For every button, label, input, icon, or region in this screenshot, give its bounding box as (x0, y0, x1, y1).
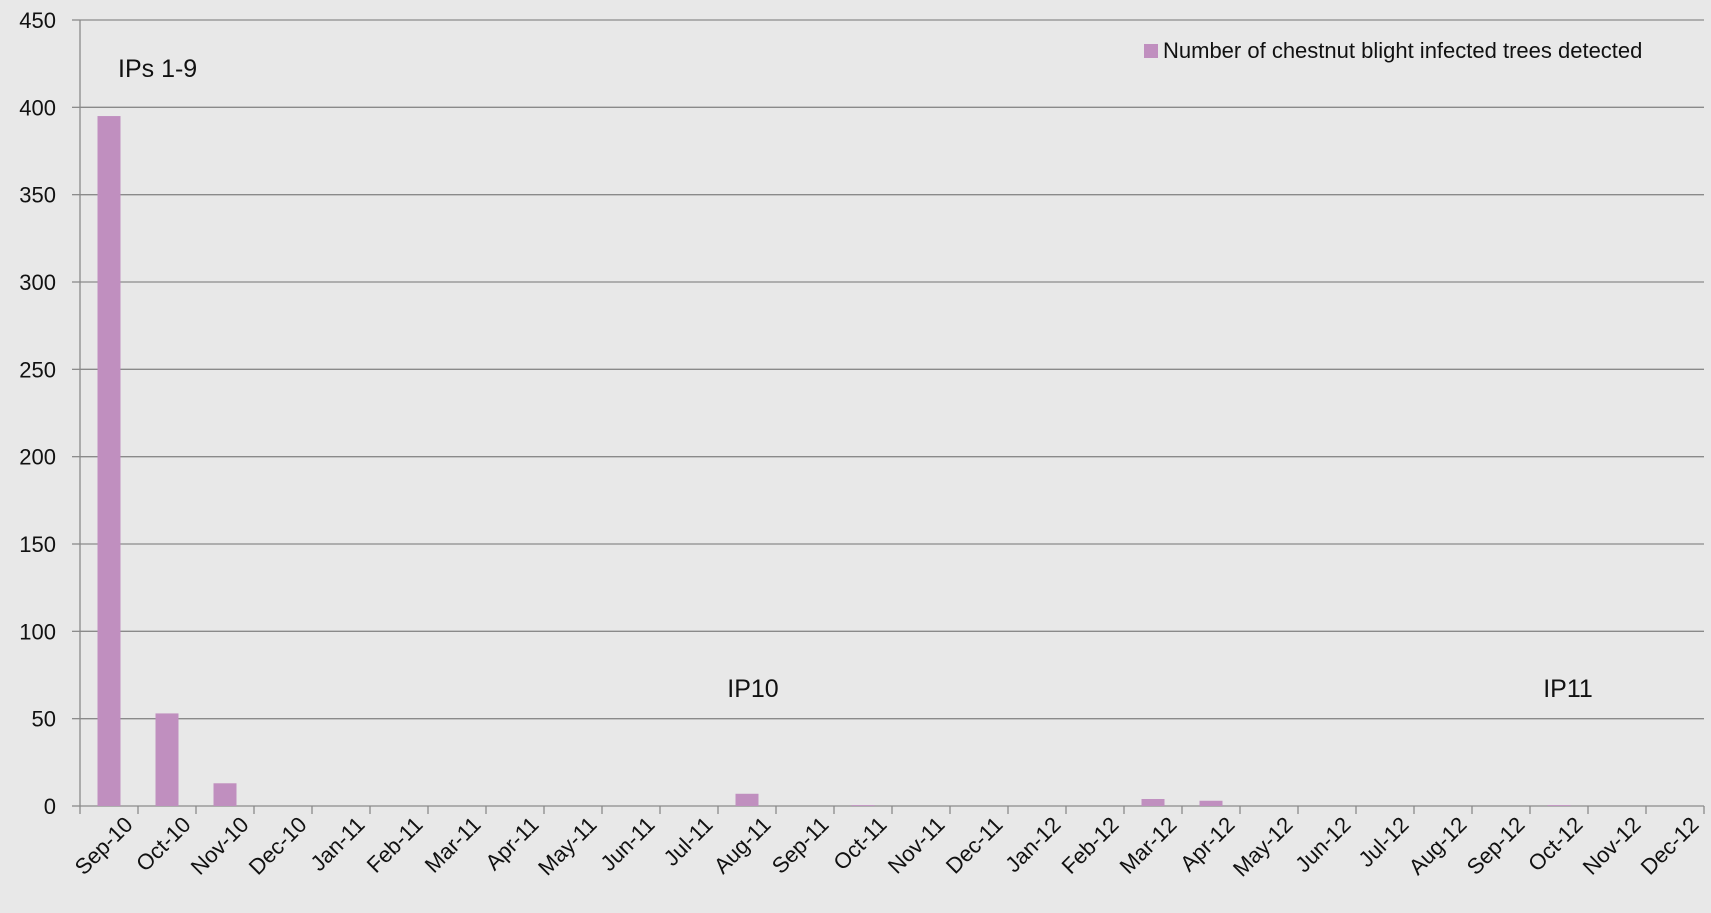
x-tick-label: Feb-12 (1057, 812, 1124, 879)
x-tick-label: Oct-12 (1523, 812, 1587, 876)
annotation: IP11 (1543, 675, 1593, 703)
x-tick-label: Mar-12 (1115, 812, 1182, 879)
bar (155, 713, 179, 806)
bar (97, 116, 121, 807)
y-tick-label: 100 (19, 619, 56, 644)
x-tick-label: Nov-11 (883, 812, 950, 879)
x-tick-label: Nov-12 (1578, 812, 1646, 880)
y-tick-label: 50 (32, 707, 56, 732)
bar (1141, 799, 1165, 806)
y-tick-label: 0 (44, 794, 56, 819)
x-tick-label: Sep-11 (767, 812, 834, 879)
x-tick-label: Jun-11 (595, 812, 659, 876)
legend: Number of chestnut blight infected trees… (1144, 36, 1664, 66)
bar (851, 805, 875, 806)
legend-label: Number of chestnut blight infected trees… (1163, 38, 1643, 63)
y-tick-label: 350 (19, 183, 56, 208)
y-tick-label: 200 (19, 445, 56, 470)
x-tick-label: May-12 (1228, 812, 1298, 882)
x-tick-label: Dec-10 (244, 812, 312, 880)
x-tick-label: Aug-11 (709, 812, 776, 879)
annotation: IPs 1-9 (118, 55, 197, 83)
x-tick-label: Sep-12 (1462, 812, 1530, 880)
bar (213, 783, 237, 806)
y-tick-label: 250 (19, 357, 56, 382)
x-tick-label: Dec-12 (1636, 812, 1704, 880)
x-tick-label: Nov-10 (186, 812, 254, 880)
legend-swatch (1144, 44, 1158, 58)
y-tick-label: 150 (19, 532, 56, 557)
x-tick-label: Oct-11 (828, 812, 891, 875)
bar (1199, 800, 1223, 806)
x-tick-label: Jan-12 (1000, 812, 1065, 877)
bar (735, 793, 759, 806)
y-tick-label: 300 (19, 270, 56, 295)
x-tick-label: May-11 (533, 812, 601, 880)
x-tick-label: Sep-10 (70, 812, 138, 880)
y-tick-label: 450 (19, 8, 56, 33)
y-tick-label: 400 (19, 95, 56, 120)
annotation: IP10 (727, 675, 778, 703)
x-tick-label: Feb-11 (362, 812, 428, 878)
bar (1547, 805, 1571, 806)
x-tick-label: Oct-10 (131, 812, 195, 876)
x-tick-label: Mar-11 (420, 812, 486, 878)
x-tick-label: Dec-11 (941, 812, 1008, 879)
x-tick-label: Apr-11 (480, 812, 543, 875)
x-tick-label: Jun-12 (1290, 812, 1355, 877)
x-tick-label: Aug-12 (1404, 812, 1472, 880)
x-tick-label: Jan-11 (305, 812, 369, 876)
